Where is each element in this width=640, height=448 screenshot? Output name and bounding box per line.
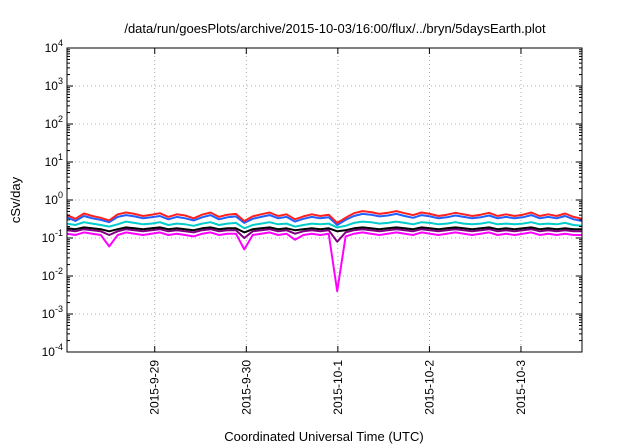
y-tick-label: 101: [45, 152, 63, 169]
y-tick-label: 104: [45, 38, 63, 55]
series-group: [66, 210, 583, 293]
y-axis-label: cSv/day: [8, 176, 23, 223]
x-tick-label: 2015-9-29: [148, 360, 162, 415]
plot-frame: [66, 47, 583, 353]
y-tick-label: 10-3: [42, 304, 63, 321]
series-line: [66, 226, 582, 234]
x-axis-label: Coordinated Universal Time (UTC): [224, 429, 423, 444]
series-line: [66, 228, 582, 243]
series-line: [66, 210, 583, 224]
y-tick-label: 100: [45, 190, 63, 207]
y-tick-label: 10-2: [42, 266, 63, 283]
chart-title: /data/run/goesPlots/archive/2015-10-03/1…: [124, 21, 546, 36]
x-axis: 2015-9-29 2015-9-30 2015-10-1 2015-10-2 2015…: [148, 48, 528, 415]
grid: [67, 48, 582, 352]
x-tick-label: 2015-9-30: [239, 360, 253, 415]
series-line: [66, 220, 583, 230]
y-tick-label: 103: [45, 76, 63, 93]
series-line: [66, 212, 583, 226]
x-tick-label: 2015-10-2: [422, 360, 436, 415]
x-tick-label: 2015-10-1: [331, 360, 345, 415]
y-tick-label: 10-1: [42, 228, 63, 245]
y-axis: 10-4 10-3 10-2 10-1 100 101 102 103 104: [42, 38, 582, 359]
y-tick-label: 102: [45, 114, 63, 131]
y-tick-label: 10-4: [42, 342, 63, 359]
x-tick-label: 2015-10-3: [514, 360, 528, 415]
series-line: [66, 231, 582, 293]
